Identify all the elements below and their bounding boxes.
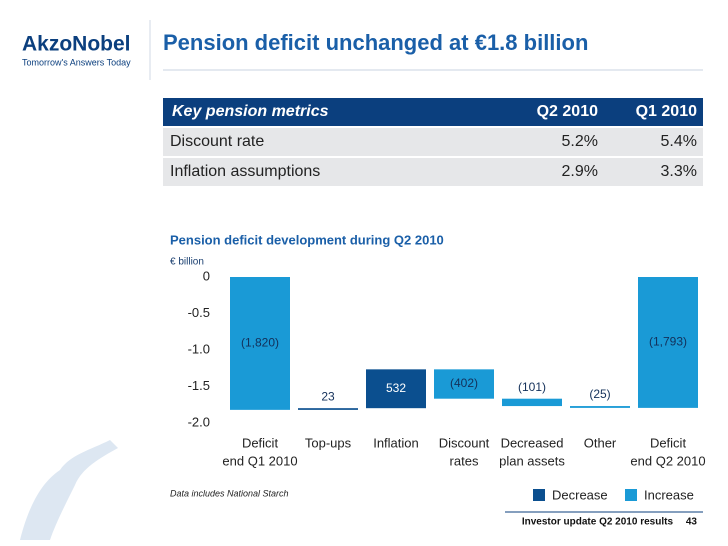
value-label: (1,820) [241, 336, 279, 350]
x-tick-label: Discount [439, 435, 490, 450]
value-label: 23 [321, 389, 335, 403]
note: Data includes National Starch [170, 488, 289, 498]
x-tick-label: Other [584, 435, 617, 450]
footer-text: Investor update Q2 2010 results [522, 517, 674, 528]
x-tick-label: end Q1 2010 [222, 453, 297, 468]
y-tick-label: 0 [203, 268, 210, 283]
value-label: (1,793) [649, 335, 687, 349]
logo: AkzoNobel [22, 33, 131, 56]
y-tick-label: -0.5 [188, 305, 210, 320]
table-header-cell: Q2 2010 [537, 103, 598, 120]
y-tick-label: -1.0 [188, 341, 210, 356]
legend-label: Increase [644, 487, 694, 502]
decoration [20, 440, 118, 540]
x-tick-label: plan assets [499, 453, 565, 468]
legend-label: Decrease [552, 487, 608, 502]
table-cell: 3.3% [661, 163, 697, 180]
value-label: 532 [386, 381, 406, 395]
y-tick-label: -1.5 [188, 378, 210, 393]
x-tick-label: Top-ups [305, 435, 352, 450]
bar [230, 277, 290, 410]
bar [570, 406, 630, 408]
value-label: (402) [450, 376, 478, 390]
table-header [163, 98, 703, 126]
bar [638, 277, 698, 408]
bar [298, 408, 358, 410]
bar [434, 369, 494, 399]
legend-swatch [625, 489, 637, 501]
value-label: (25) [589, 387, 610, 401]
x-tick-label: Deficit [650, 435, 687, 450]
slide-title: Pension deficit unchanged at €1.8 billio… [163, 30, 588, 55]
x-tick-label: end Q2 2010 [630, 453, 705, 468]
bar [502, 398, 562, 407]
x-tick-label: Inflation [373, 435, 419, 450]
table-header-cell: Q1 2010 [636, 103, 697, 120]
bar [366, 369, 426, 409]
table-row [163, 158, 703, 186]
table-cell: Discount rate [170, 133, 264, 150]
table-cell: 2.9% [562, 163, 598, 180]
legend-swatch [533, 489, 545, 501]
table-cell: Inflation assumptions [170, 163, 320, 180]
value-label: (101) [518, 380, 546, 394]
x-tick-label: Decreased [501, 435, 564, 450]
y-axis-label: € billion [170, 257, 204, 268]
page-number: 43 [686, 517, 698, 528]
table-cell: 5.2% [562, 133, 598, 150]
table-header-cell: Key pension metrics [172, 103, 329, 120]
tagline: Tomorrow's Answers Today [22, 57, 131, 67]
y-tick-label: -2.0 [188, 414, 210, 429]
table-cell: 5.4% [661, 133, 697, 150]
x-tick-label: Deficit [242, 435, 279, 450]
table-row [163, 128, 703, 156]
chart-title: Pension deficit development during Q2 20… [170, 232, 444, 247]
x-tick-label: rates [450, 453, 479, 468]
